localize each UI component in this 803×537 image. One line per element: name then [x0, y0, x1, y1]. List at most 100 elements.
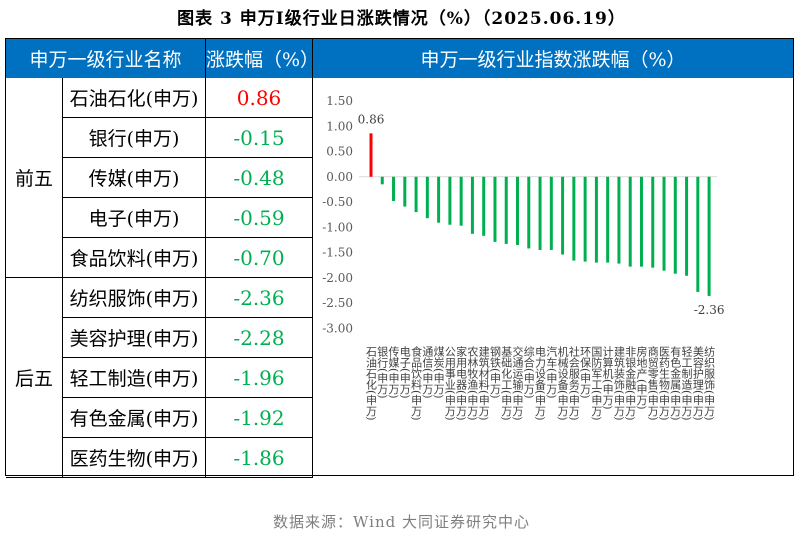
- industry-name: 美容护理(申万): [63, 318, 206, 358]
- x-tick-label: 汽车(申万): [544, 346, 558, 399]
- x-tick-label: 石油石化(申万): [364, 346, 378, 421]
- bar: [628, 176, 632, 267]
- bar: [493, 176, 497, 242]
- group-label: 前五: [6, 78, 63, 278]
- industry-name: 医药生物(申万): [63, 438, 206, 478]
- industry-name: 纺织服饰(申万): [63, 278, 206, 318]
- x-tick-label: 食品饮料(申万): [409, 346, 423, 421]
- bar: [392, 176, 396, 201]
- x-tick-label: 社会服务(申万): [567, 346, 581, 421]
- x-tick-label: 综合(申万): [522, 346, 536, 399]
- x-tick-label: 纺织服饰(申万): [702, 346, 716, 421]
- x-tick-label: 家用电器(申万): [454, 346, 468, 421]
- bar: [470, 176, 474, 234]
- y-tick-label: -2.50: [322, 296, 353, 310]
- change-value: -2.36: [206, 278, 313, 318]
- bar: [425, 176, 429, 219]
- x-tick-label: 计算机(申万): [601, 346, 615, 410]
- x-tick-label: 有色金属(申万): [668, 346, 682, 421]
- bar: [403, 176, 407, 207]
- bar: [380, 176, 384, 185]
- bar: [639, 176, 643, 267]
- x-tick-label: 钢铁(申万): [488, 346, 502, 399]
- bar: [606, 176, 610, 263]
- table-frame: 申万一级行业名称 涨跌幅（%） 申万一级行业指数涨跌幅（%） 前五 石油石化(申万…: [5, 38, 794, 478]
- x-tick-label: 银行(申万): [375, 346, 389, 399]
- industry-name: 电子(申万): [63, 198, 206, 238]
- change-value: -0.15: [206, 118, 313, 158]
- bar: [707, 176, 711, 296]
- y-tick-label: 1.50: [326, 94, 353, 108]
- bar: [617, 176, 621, 264]
- y-tick-label: 1.00: [326, 119, 353, 133]
- header-industry-name: 申万一级行业名称: [6, 39, 206, 78]
- y-tick-label: 0.00: [326, 170, 353, 184]
- bar: [504, 176, 508, 244]
- industry-name: 银行(申万): [63, 118, 206, 158]
- bar: [583, 176, 587, 262]
- bar: [414, 176, 418, 213]
- header-chart-title: 申万一级行业指数涨跌幅（%）: [313, 39, 793, 78]
- figure-title: 图表 3 申万Ⅰ级行业日涨跌情况（%）（2025.06.19）: [177, 9, 626, 29]
- bar: [549, 176, 553, 250]
- y-tick-label: -1.00: [322, 220, 353, 234]
- industry-name: 有色金属(申万): [63, 398, 206, 438]
- x-tick-label: 非银金融(申万): [623, 346, 637, 421]
- x-tick-label: 农林牧渔(申万): [465, 346, 479, 421]
- bar: [482, 176, 486, 236]
- change-value: -0.48: [206, 158, 313, 198]
- x-tick-label: 房地产(申万): [634, 346, 648, 410]
- x-tick-label: 轻工制造(申万): [680, 346, 694, 421]
- bar: [696, 176, 700, 292]
- x-tick-label: 电力设备(申万): [533, 346, 547, 421]
- bar: [459, 176, 463, 226]
- x-tick-label: 通信(申万): [420, 346, 434, 399]
- change-value: -1.96: [206, 358, 313, 398]
- x-tick-label: 商贸零售(申万): [646, 346, 660, 421]
- change-value: -1.92: [206, 398, 313, 438]
- change-value: -1.86: [206, 438, 313, 478]
- industry-name: 传媒(申万): [63, 158, 206, 198]
- industry-name: 食品饮料(申万): [63, 238, 206, 278]
- bar: [594, 176, 598, 263]
- industry-name: 轻工制造(申万): [63, 358, 206, 398]
- bar: [369, 133, 373, 177]
- data-label: -2.36: [694, 303, 725, 317]
- x-tick-label: 电子(申万): [398, 346, 412, 399]
- y-tick-label: -1.50: [322, 246, 353, 260]
- x-tick-label: 公用事业(申万): [443, 346, 457, 421]
- x-tick-label: 煤炭(申万): [432, 346, 446, 399]
- source-note: 数据来源：Wind 大同证券研究中心: [273, 513, 530, 531]
- industry-name: 石油石化(申万): [63, 78, 206, 118]
- bar-chart: 1.50 1.00 0.50 0.00 -0.50 -1.00 -1.50 -2.00 -2.5…: [322, 94, 725, 335]
- bar: [651, 176, 655, 268]
- y-tick-label: -2.00: [322, 271, 353, 285]
- x-tick-label: 机械设备(申万): [556, 346, 570, 421]
- bar: [572, 176, 576, 261]
- bar: [448, 176, 452, 225]
- change-value: 0.86: [206, 78, 313, 118]
- x-tick-label: 建筑装饰(申万): [612, 346, 626, 421]
- bar: [662, 176, 666, 271]
- bar: [437, 176, 441, 223]
- bar: [673, 176, 677, 274]
- change-value: -0.70: [206, 238, 313, 278]
- x-tick-label: 国防军工(申万): [589, 346, 603, 421]
- bar: [516, 176, 520, 245]
- change-value: -2.28: [206, 318, 313, 358]
- bar: [685, 176, 689, 276]
- y-tick-label: -0.50: [322, 195, 353, 209]
- x-tick-label: 传媒(申万): [387, 346, 401, 399]
- y-tick-label: 0.50: [326, 145, 353, 159]
- bar: [527, 176, 531, 249]
- x-tick-label: 医药生物(申万): [657, 346, 671, 421]
- change-value: -0.59: [206, 198, 313, 238]
- x-tick-label: 交通运输(申万): [511, 346, 524, 421]
- data-label: 0.86: [358, 112, 385, 126]
- x-tick-label: 建筑材料(申万): [477, 346, 491, 421]
- bar: [538, 176, 542, 250]
- x-tick-label: 环保(申万): [578, 346, 592, 399]
- header-change: 涨跌幅（%）: [206, 39, 319, 78]
- y-tick-label: -3.00: [322, 321, 353, 335]
- bar: [561, 176, 565, 255]
